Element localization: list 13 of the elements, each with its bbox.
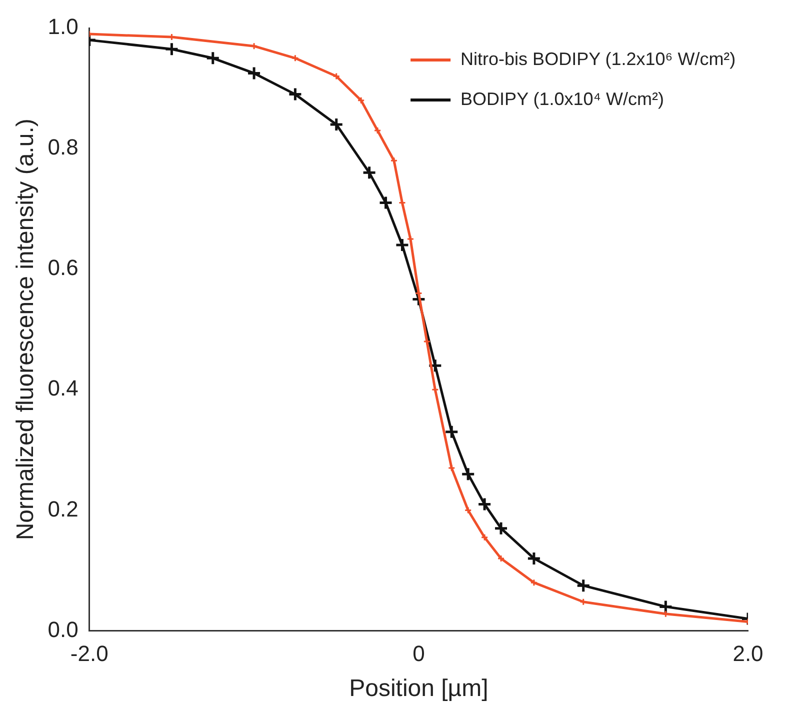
- x-tick-label: -2.0: [70, 641, 108, 666]
- y-axis-title: Normalized fluorescence intensity (a.u.): [12, 118, 40, 540]
- y-tick-label: 0.8: [48, 134, 78, 160]
- y-tick-label: 1.0: [48, 14, 78, 40]
- x-tick-label: 2.0: [732, 641, 764, 666]
- x-tick-label: 0: [412, 641, 425, 666]
- y-tick-label: 0.6: [48, 255, 78, 280]
- y-tick-label: 0.2: [48, 496, 78, 522]
- x-axis-title: Position [µm]: [349, 675, 488, 702]
- legend-label: Nitro-bis BODIPY (1.2x10⁶ W/cm²): [460, 48, 736, 69]
- y-tick-label: 0.4: [48, 376, 78, 401]
- legend-label: BODIPY (1.0x10⁴ W/cm²): [460, 88, 664, 109]
- y-tick-label: 0.0: [48, 616, 78, 642]
